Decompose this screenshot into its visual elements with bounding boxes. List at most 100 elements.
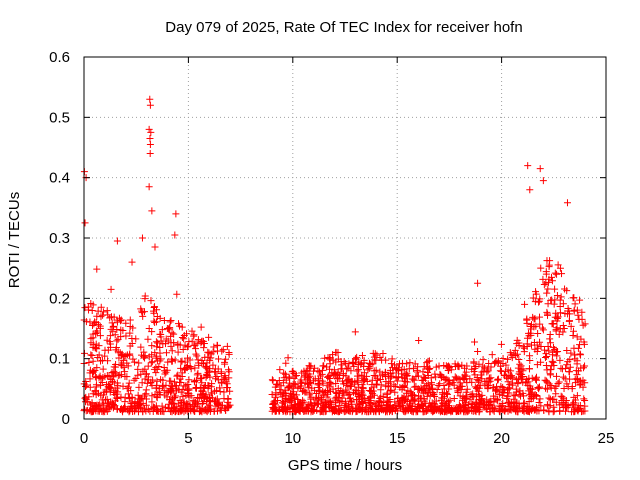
data-point xyxy=(452,374,460,382)
data-point xyxy=(113,237,121,245)
data-point xyxy=(382,401,390,409)
data-point xyxy=(226,401,234,409)
data-point xyxy=(537,342,545,350)
data-point xyxy=(179,393,187,401)
data-point xyxy=(535,297,543,305)
data-point xyxy=(97,357,105,365)
data-point xyxy=(391,383,399,391)
data-point xyxy=(94,307,102,315)
data-point xyxy=(166,396,174,404)
data-point xyxy=(376,398,384,406)
data-point xyxy=(470,359,478,367)
data-point xyxy=(314,379,322,387)
data-point xyxy=(410,376,418,384)
data-point xyxy=(360,359,368,367)
data-point xyxy=(168,329,176,337)
data-point xyxy=(499,389,507,397)
data-point xyxy=(127,399,135,407)
data-point xyxy=(417,394,425,402)
data-point xyxy=(478,391,486,399)
data-point xyxy=(543,385,551,393)
data-point xyxy=(205,349,213,357)
data-point xyxy=(365,363,373,371)
data-point xyxy=(104,399,112,407)
data-point xyxy=(346,395,354,403)
data-point xyxy=(535,398,543,406)
data-point xyxy=(365,408,373,416)
data-point xyxy=(419,368,427,376)
data-point xyxy=(137,343,145,351)
data-point xyxy=(477,396,485,404)
data-point xyxy=(148,358,156,366)
data-point xyxy=(95,389,103,397)
data-point xyxy=(81,304,89,312)
data-point xyxy=(581,379,589,387)
data-point xyxy=(506,349,514,357)
data-point xyxy=(176,396,184,404)
data-point xyxy=(548,351,556,359)
data-point xyxy=(184,342,192,350)
data-point xyxy=(569,294,577,302)
data-point xyxy=(283,405,291,413)
data-point xyxy=(174,371,182,379)
data-point xyxy=(451,405,459,413)
data-point xyxy=(475,408,483,416)
data-point xyxy=(342,407,350,415)
data-point xyxy=(175,386,183,394)
data-point xyxy=(489,406,497,414)
data-point xyxy=(356,404,364,412)
data-point xyxy=(494,357,502,365)
data-point xyxy=(187,404,195,412)
data-point xyxy=(516,387,524,395)
data-point xyxy=(290,401,298,409)
data-point xyxy=(205,394,213,402)
data-point xyxy=(493,397,501,405)
data-point xyxy=(358,371,366,379)
data-point xyxy=(304,383,312,391)
axis-ticks xyxy=(83,56,607,420)
y-tick-label: 0.1 xyxy=(49,351,70,368)
data-point xyxy=(270,404,278,412)
data-point xyxy=(312,394,320,402)
data-point xyxy=(150,365,158,373)
data-point xyxy=(415,337,423,345)
data-point xyxy=(319,387,327,395)
data-point xyxy=(560,324,568,332)
data-point xyxy=(130,376,138,384)
data-point xyxy=(194,369,202,377)
data-point xyxy=(142,395,150,403)
data-point xyxy=(272,406,280,414)
data-point xyxy=(523,334,531,342)
data-point xyxy=(185,376,193,384)
data-point xyxy=(329,385,337,393)
data-point xyxy=(431,400,439,408)
data-point xyxy=(544,310,552,318)
data-point xyxy=(567,322,575,330)
data-point xyxy=(553,372,561,380)
data-point xyxy=(146,140,154,148)
data-point xyxy=(158,326,166,334)
data-point xyxy=(446,396,454,404)
data-point xyxy=(539,326,547,334)
data-point xyxy=(355,372,363,380)
x-axis-label: GPS time / hours xyxy=(288,457,402,474)
data-point xyxy=(320,389,328,397)
data-point xyxy=(424,357,432,365)
data-point xyxy=(521,300,529,308)
data-point xyxy=(344,376,352,384)
data-point xyxy=(198,400,206,408)
data-point xyxy=(191,377,199,385)
data-point xyxy=(339,371,347,379)
data-point xyxy=(146,150,154,158)
data-point xyxy=(156,330,164,338)
data-point xyxy=(377,386,385,394)
data-point xyxy=(333,375,341,383)
data-point xyxy=(132,335,140,343)
data-point xyxy=(174,340,182,348)
data-point xyxy=(471,364,479,372)
y-tick-label: 0 xyxy=(62,411,70,428)
data-point xyxy=(148,398,156,406)
data-point xyxy=(456,379,464,387)
data-point xyxy=(147,359,155,367)
